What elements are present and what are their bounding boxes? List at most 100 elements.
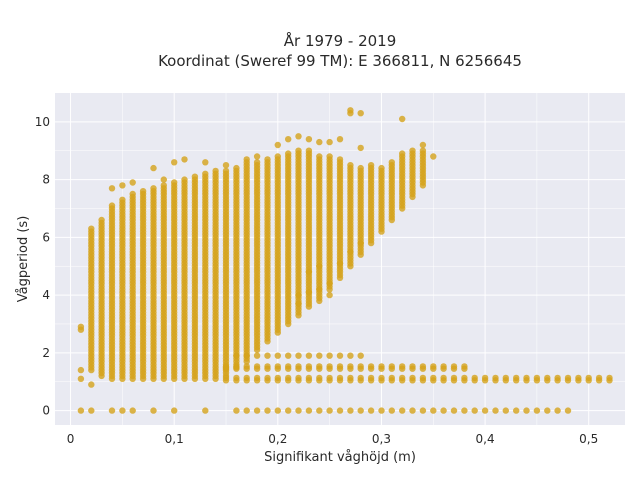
data-point: [119, 407, 126, 414]
data-point: [471, 407, 478, 414]
data-point: [129, 179, 136, 186]
data-point: [367, 162, 375, 169]
data-point: [285, 352, 292, 359]
data-point: [295, 147, 302, 154]
data-point: [336, 260, 344, 267]
data-point: [440, 407, 447, 414]
data-point: [222, 167, 230, 175]
data-point: [399, 115, 406, 123]
data-point: [326, 407, 333, 414]
data-point: [336, 407, 344, 414]
data-point: [336, 374, 344, 382]
x-tick-label: 0,5: [579, 432, 598, 446]
data-point: [409, 374, 416, 382]
data-point: [160, 182, 167, 189]
data-point: [264, 363, 271, 370]
data-point: [347, 407, 354, 414]
data-point: [212, 167, 219, 175]
data-point: [326, 352, 333, 359]
data-point: [233, 164, 240, 172]
data-points: [77, 107, 613, 414]
data-point: [316, 138, 323, 146]
data-point: [150, 164, 157, 172]
data-point: [119, 182, 126, 189]
data-point: [461, 407, 468, 414]
data-point: [533, 407, 541, 414]
data-point: [129, 407, 136, 414]
data-point: [108, 185, 116, 192]
x-tick-label: 0,2: [268, 432, 287, 446]
data-point: [357, 144, 364, 152]
y-tick-label: 4: [42, 288, 50, 302]
data-point: [264, 374, 271, 382]
data-point: [139, 188, 147, 195]
data-point: [305, 289, 313, 296]
data-point: [222, 363, 230, 370]
data-point: [357, 164, 364, 172]
data-point: [253, 374, 261, 382]
data-point: [564, 407, 572, 414]
x-tick-label: 0,1: [165, 432, 184, 446]
data-point: [326, 291, 333, 299]
data-point: [108, 202, 116, 209]
data-point: [285, 363, 292, 370]
data-point: [233, 407, 240, 414]
data-point: [316, 363, 323, 370]
data-point: [181, 156, 188, 163]
data-point: [336, 156, 344, 163]
data-point: [440, 363, 447, 370]
y-tick-label: 8: [42, 173, 50, 187]
data-point: [88, 381, 95, 388]
data-point: [160, 176, 167, 183]
data-point: [305, 363, 313, 370]
data-point: [295, 374, 302, 382]
data-point: [347, 162, 354, 169]
data-point: [481, 374, 489, 382]
data-point: [316, 407, 323, 414]
data-point: [585, 374, 592, 382]
data-point: [295, 407, 302, 414]
data-point: [243, 352, 250, 359]
data-point: [243, 156, 250, 163]
data-point: [274, 153, 281, 160]
data-point: [77, 323, 85, 330]
data-point: [523, 407, 530, 414]
data-point: [285, 136, 292, 143]
y-axis-title: Vågperiod (s): [16, 216, 31, 303]
data-point: [295, 291, 302, 299]
data-point: [336, 363, 344, 370]
data-point: [202, 170, 209, 177]
data-point: [77, 375, 85, 382]
y-tick-label: 10: [35, 115, 50, 129]
data-point: [77, 366, 85, 374]
data-point: [274, 374, 281, 382]
data-point: [295, 352, 302, 359]
data-point: [316, 374, 323, 382]
data-point: [264, 352, 271, 359]
data-point: [606, 374, 613, 382]
data-point: [305, 407, 313, 414]
data-point: [253, 159, 261, 166]
data-point: [554, 407, 561, 414]
data-point: [108, 407, 116, 414]
data-point: [378, 374, 385, 382]
data-point: [347, 110, 354, 117]
chart-title-line1: År 1979 - 2019: [284, 31, 397, 50]
data-point: [336, 136, 344, 143]
data-point: [77, 407, 85, 414]
data-point: [274, 141, 281, 149]
x-axis-title: Signifikant våghöjd (m): [264, 450, 416, 465]
data-point: [357, 110, 364, 117]
data-point: [274, 363, 281, 370]
data-point: [419, 363, 427, 370]
data-point: [253, 363, 261, 370]
x-tick-labels: 0 0,1 0,2 0,3 0,4 0,5: [67, 432, 599, 446]
data-point: [274, 407, 281, 414]
data-point: [513, 407, 520, 414]
data-point: [316, 286, 323, 293]
data-point: [305, 268, 313, 276]
data-point: [554, 374, 561, 382]
data-point: [326, 363, 333, 370]
data-point: [347, 248, 354, 255]
